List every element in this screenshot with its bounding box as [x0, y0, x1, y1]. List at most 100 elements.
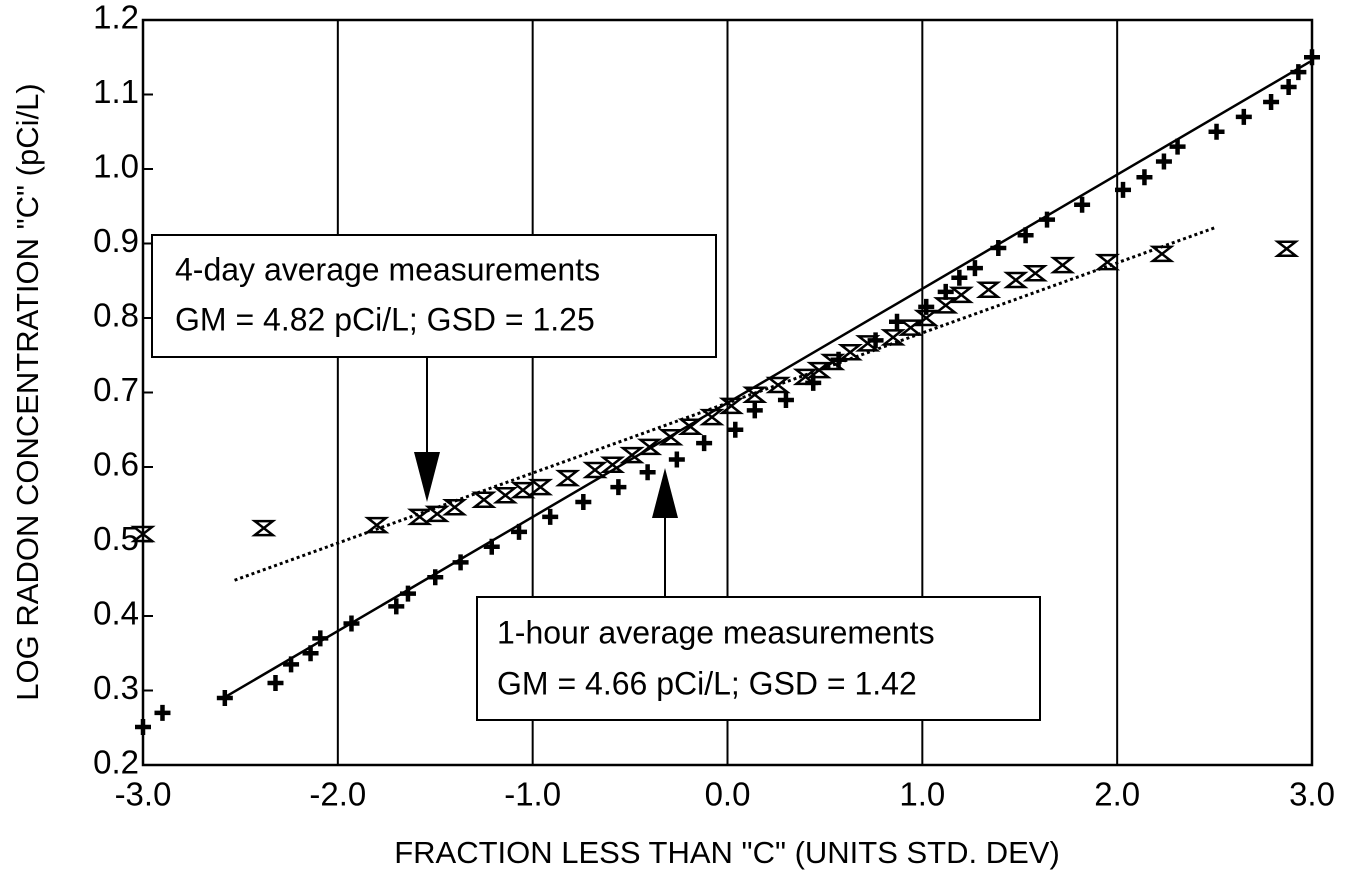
plus-marker: [575, 494, 592, 511]
annotation-box: [476, 596, 1041, 721]
hourglass-marker: [1003, 271, 1029, 289]
hourglass-marker: [948, 286, 974, 304]
plus-marker: [777, 391, 794, 408]
hourglass-marker: [555, 469, 581, 487]
hourglass-marker: [407, 508, 433, 526]
y-tick-label: 0.6: [93, 446, 139, 483]
plus-marker: [1017, 227, 1034, 244]
hourglass-marker: [251, 519, 277, 537]
plus-marker: [727, 421, 744, 438]
hourglass-marker: [492, 487, 519, 504]
plot-frame: [141, 18, 1314, 767]
annotation-text: GM = 4.66 pCi/L; GSD = 1.42: [497, 665, 917, 701]
hourglass-marker: [898, 319, 924, 336]
plus-marker: [427, 569, 444, 586]
x-tick-label: -2.0: [309, 776, 366, 813]
x-axis-label: FRACTION LESS THAN "C" (UNITS STD. DEV): [394, 835, 1060, 870]
y-tick-label: 1.0: [93, 148, 139, 185]
hourglass-marker: [636, 438, 663, 456]
y-axis-label: LOG RADON CONCENTRATION "C" (pCi/L): [10, 83, 45, 700]
y-tick-label: 0.8: [93, 297, 139, 334]
plus-marker: [302, 645, 319, 662]
arrow-head: [414, 452, 440, 502]
y-tick-label: 0.5: [93, 520, 139, 557]
plus-marker: [966, 260, 983, 277]
hourglass-marker: [837, 344, 863, 361]
hourglass-marker: [364, 516, 390, 534]
x-tick-label: 2.0: [1094, 776, 1140, 813]
hourglass-marker: [880, 329, 906, 346]
y-tick-label: 0.3: [93, 669, 139, 706]
x-tick-label: -3.0: [115, 776, 172, 813]
plus-marker: [1039, 211, 1056, 228]
hourglass-marker: [130, 525, 156, 543]
plus-marker: [1235, 108, 1252, 125]
plus-marker: [1136, 169, 1153, 186]
plus-marker: [668, 451, 685, 468]
plus-marker: [1304, 49, 1320, 66]
plus-marker: [542, 508, 559, 525]
y-tick-label: 1.2: [93, 0, 139, 36]
hourglass-marker: [1094, 253, 1121, 271]
y-tick-label: 1.1: [93, 73, 139, 110]
plus-marker: [388, 598, 405, 615]
plus-marker: [1263, 93, 1280, 110]
plus-marker: [312, 630, 329, 647]
hourglass-marker: [619, 446, 645, 464]
hourglass-marker: [424, 505, 450, 523]
hourglass-marker: [658, 428, 684, 446]
hourglass-marker: [1149, 245, 1175, 263]
hourglass-marker: [806, 361, 832, 379]
y-tick-label: 0.9: [93, 222, 139, 259]
hourglass-marker: [1022, 265, 1048, 282]
hourglass-marker: [792, 368, 819, 386]
y-tick-label: 0.7: [93, 371, 139, 408]
plus-marker: [610, 479, 627, 496]
plus-marker: [1074, 196, 1091, 213]
plus-marker: [452, 554, 469, 571]
plus-marker: [283, 656, 300, 673]
annotation-box: [151, 234, 717, 358]
annotation-text: 1-hour average measurements: [497, 614, 935, 650]
plus-marker: [990, 239, 1007, 256]
arrow-head: [652, 468, 678, 518]
hourglass-marker: [599, 456, 626, 474]
plus-marker: [696, 435, 713, 452]
annotation-text: GM = 4.82 pCi/L; GSD = 1.25: [175, 301, 595, 337]
hourglass-marker: [471, 491, 497, 509]
fit-line: [224, 60, 1311, 699]
hourglass-marker: [765, 376, 791, 394]
hourglass-marker: [1274, 240, 1300, 257]
plus-marker: [1169, 138, 1186, 155]
plus-marker: [483, 538, 500, 555]
plus-marker: [343, 615, 360, 632]
x-tick-label: 1.0: [899, 776, 945, 813]
hourglass-marker: [1049, 256, 1076, 274]
hourglass-marker: [820, 353, 846, 371]
plus-marker: [951, 269, 968, 286]
hourglass-marker: [582, 461, 608, 479]
plus-marker: [216, 689, 233, 706]
hourglass-marker: [742, 386, 768, 403]
plus-marker: [1155, 153, 1172, 170]
x-tick-label: 0.0: [705, 776, 751, 813]
x-tick-label: 3.0: [1289, 776, 1335, 813]
plus-marker: [746, 402, 763, 419]
hourglass-marker: [677, 418, 704, 436]
y-tick-label: 0.4: [93, 595, 139, 632]
annotation-text: 4-day average measurements: [175, 251, 600, 287]
hourglass-marker: [933, 297, 959, 314]
plus-marker: [1280, 79, 1297, 96]
hourglass-marker: [975, 281, 1002, 298]
hourglass-marker: [527, 478, 554, 496]
hourglass-marker: [718, 397, 745, 415]
plus-marker: [267, 675, 284, 692]
plus-marker: [135, 719, 151, 736]
hourglass-marker: [913, 309, 939, 327]
plus-marker: [1290, 64, 1307, 81]
plus-marker: [1115, 181, 1132, 198]
plus-marker: [1208, 123, 1225, 140]
plus-marker: [399, 585, 416, 602]
plus-marker: [511, 523, 528, 540]
